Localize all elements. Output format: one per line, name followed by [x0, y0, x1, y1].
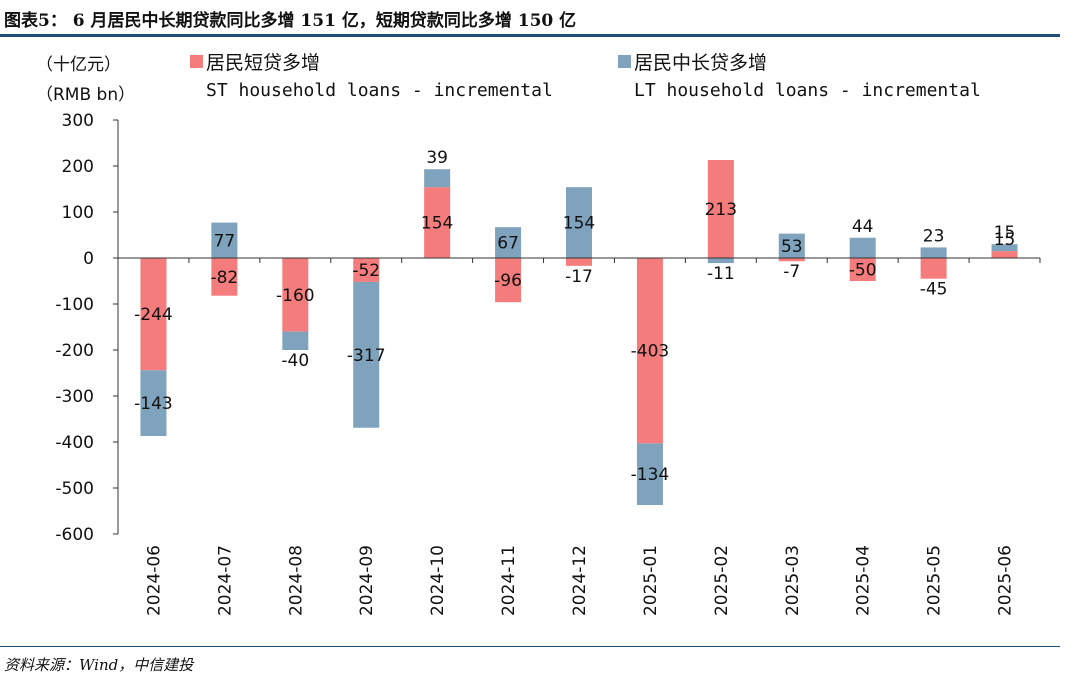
bar-lt-2025-05	[920, 247, 947, 258]
bar-lt-2025-06	[991, 244, 1018, 252]
y-tick-label: -500	[55, 479, 94, 499]
unit-label-cn: （十亿元）	[36, 55, 121, 75]
x-category-label: 2024-12	[570, 545, 590, 616]
data-label-st-2024-08: -160	[276, 286, 315, 306]
bar-lt-2024-07	[211, 222, 238, 258]
data-label-st-2024-09: -52	[352, 261, 380, 281]
data-label-lt-2024-06: -143	[134, 394, 173, 414]
x-category-label: 2025-01	[641, 545, 661, 616]
data-label-lt-2024-08: -40	[281, 351, 309, 371]
x-category-label: 2024-10	[428, 545, 448, 616]
bar-st-2024-07	[211, 258, 238, 296]
title-rule	[0, 34, 1060, 37]
legend-label-lt: 居民中长贷多增	[634, 52, 768, 74]
bar-lt-2024-06	[140, 370, 167, 437]
data-label-lt-2025-04: 44	[852, 217, 874, 237]
x-category-label: 2025-04	[854, 545, 874, 616]
y-tick-label: 0	[83, 249, 94, 269]
bar-st-2025-06	[991, 251, 1018, 258]
x-category-label: 2024-06	[144, 545, 164, 616]
data-label-lt-2024-11: 67	[497, 234, 519, 254]
bar-st-2025-03	[778, 258, 805, 262]
bar-st-2024-09	[353, 258, 380, 282]
y-tick-label: 300	[62, 111, 94, 131]
data-label-lt-2024-12: 154	[563, 214, 595, 234]
bar-lt-2025-04	[849, 237, 876, 258]
data-label-st-2024-11: -96	[494, 271, 522, 291]
data-label-lt-2024-10: 39	[426, 148, 448, 168]
bar-st-2024-06	[140, 258, 167, 371]
x-category-label: 2025-03	[783, 545, 803, 616]
x-category-label: 2025-02	[712, 545, 732, 616]
y-tick-label: -100	[55, 295, 94, 315]
source-note: 资料来源：Wind，中信建投	[4, 656, 194, 674]
data-label-st-2024-06: -244	[134, 305, 173, 325]
unit-label-en: （RMB bn）	[36, 85, 136, 105]
bar-st-2024-08	[282, 258, 309, 332]
x-category-label: 2024-07	[215, 545, 235, 616]
bar-lt-2024-10	[424, 169, 451, 188]
y-tick-label: 100	[62, 203, 94, 223]
legend-swatch-lt	[618, 55, 631, 68]
bar-st-2024-10	[424, 187, 451, 258]
x-category-label: 2024-09	[357, 545, 377, 616]
y-tick-label: -200	[55, 341, 94, 361]
bar-lt-2025-03	[778, 233, 805, 258]
data-label-st-2025-02: 213	[705, 200, 737, 220]
data-label-lt-2025-05: 23	[923, 226, 945, 246]
x-category-label: 2024-08	[286, 545, 306, 616]
data-label-st-2025-05: -45	[920, 280, 948, 300]
data-label-lt-2024-09: -317	[347, 346, 386, 366]
bar-lt-2024-09	[353, 281, 380, 428]
y-tick-label: -300	[55, 387, 94, 407]
y-tick-label: -400	[55, 433, 94, 453]
data-label-lt-2024-07: 77	[214, 231, 236, 251]
x-category-label: 2025-06	[996, 545, 1016, 616]
legend-label-lt-en: LT household loans - incremental	[634, 80, 981, 101]
x-category-label: 2025-05	[925, 545, 945, 616]
data-label-st-2024-10: 154	[421, 214, 453, 234]
data-label-lt-2025-06: 15	[994, 223, 1016, 243]
data-label-st-2025-03: -7	[783, 262, 800, 282]
legend-label-st-en: ST household loans - incremental	[206, 80, 553, 101]
data-label-lt-2025-01: -134	[631, 465, 670, 485]
data-label-lt-2025-03: 53	[781, 237, 803, 257]
bar-lt-2024-08	[282, 331, 309, 350]
data-label-st-2025-01: -403	[631, 342, 670, 362]
bar-st-2025-02	[707, 160, 734, 258]
data-label-st-2024-07: -82	[210, 268, 238, 288]
x-category-label: 2024-11	[499, 545, 519, 616]
bar-lt-2025-01	[636, 443, 663, 506]
data-label-st-2025-04: -50	[849, 261, 877, 281]
footer-rule	[0, 646, 1060, 647]
figure-title: 图表5： 6 月居民中长期贷款同比多增 151 亿，短期贷款同比多增 150 亿	[4, 11, 577, 31]
bar-st-2024-12	[566, 258, 592, 266]
bar-lt-2024-12	[566, 187, 592, 258]
legend-label-st: 居民短贷多增	[206, 52, 321, 74]
y-tick-label: -600	[55, 525, 94, 545]
bar-lt-2025-02	[707, 258, 734, 264]
legend-swatch-st	[190, 55, 203, 68]
bar-st-2025-05	[920, 258, 947, 279]
y-tick-label: 200	[62, 157, 94, 177]
data-label-st-2025-06: 15	[994, 230, 1016, 250]
bar-st-2025-04	[849, 258, 876, 281]
bar-lt-2024-11	[495, 227, 522, 258]
bar-st-2025-01	[636, 258, 663, 444]
bar-st-2024-11	[495, 258, 522, 303]
data-label-lt-2025-02: -11	[707, 264, 735, 284]
data-label-st-2024-12: -17	[565, 267, 593, 287]
